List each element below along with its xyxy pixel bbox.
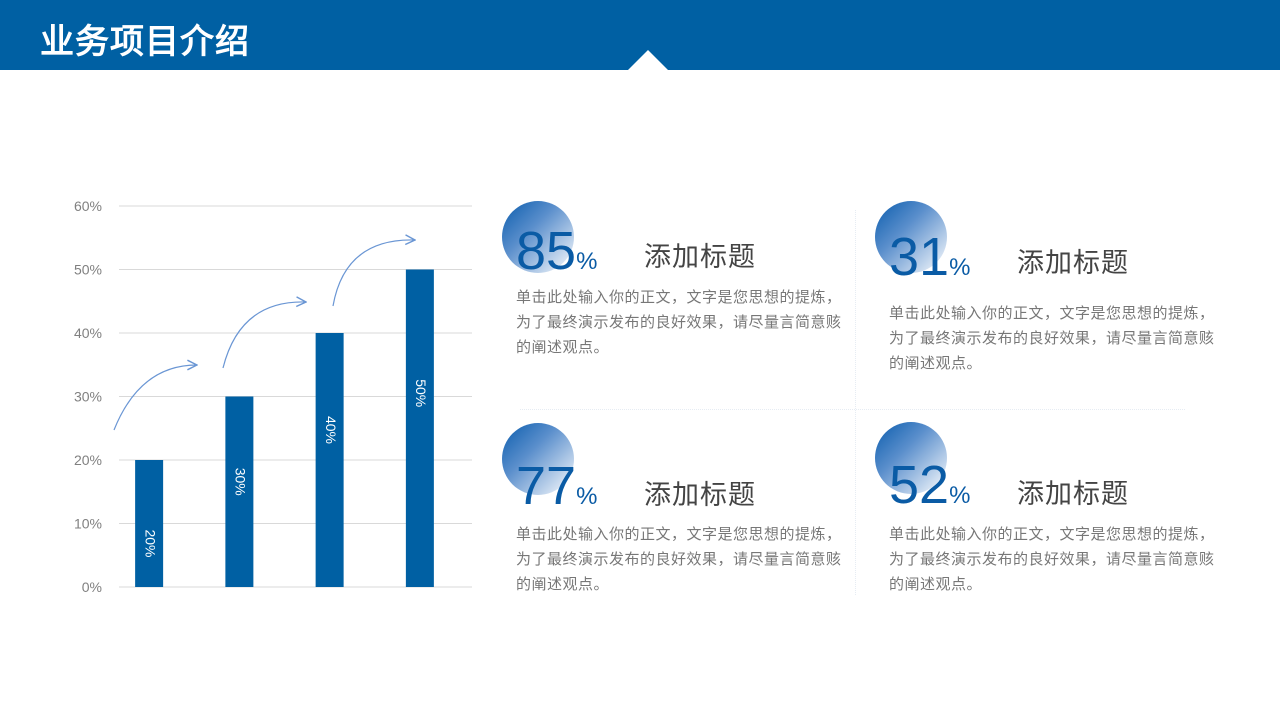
y-tick-label: 20%: [74, 452, 102, 468]
card-title: 添加标题: [1017, 479, 1129, 510]
bar-data-label: 40%: [323, 416, 339, 444]
y-tick-label: 60%: [74, 198, 102, 214]
curved-arrow-icon: [332, 240, 415, 307]
stat-card-4: 52% 添加标题 单击此处输入你的正文，文字是您思想的提炼，为了最终演示发布的良…: [875, 422, 1215, 602]
bar: [135, 460, 164, 587]
card-title: 添加标题: [1017, 248, 1129, 279]
card-text: 单击此处输入你的正文，文字是您思想的提炼，为了最终演示发布的良好效果，请尽量言简…: [516, 288, 842, 356]
bar: [405, 269, 434, 587]
gradient-circle: [502, 423, 574, 495]
header-notch: [627, 50, 669, 71]
divider-vertical: [855, 210, 856, 595]
bar-data-label: 50%: [413, 379, 429, 407]
stat-card-1: 85% 添加标题 单击此处输入你的正文，文字是您思想的提炼，为了最终演示发布的良…: [502, 201, 842, 381]
gradient-circle: [875, 201, 947, 273]
gradient-circle: [502, 201, 574, 273]
bar-data-label: 20%: [142, 529, 158, 557]
page-title: 业务项目介绍: [40, 22, 250, 62]
card-text: 单击此处输入你的正文，文字是您思想的提炼，为了最终演示发布的良好效果，请尽量言简…: [889, 525, 1215, 593]
bar: [225, 396, 254, 587]
curved-arrow-icon: [113, 365, 197, 431]
stat-number: 52%: [889, 455, 971, 515]
stat-number: 31%: [889, 227, 971, 287]
bar: [315, 333, 344, 587]
y-tick-label: 30%: [74, 389, 102, 405]
stat-number: 85%: [516, 221, 598, 281]
divider-horizontal: [520, 409, 1185, 410]
bar-chart: 0% 10% 20% 30% 40% 50% 60% 20% 30% 40% 50%: [74, 198, 472, 595]
y-tick-label: 0%: [82, 579, 102, 595]
card-text: 单击此处输入你的正文，文字是您思想的提炼，为了最终演示发布的良好效果，请尽量言简…: [889, 304, 1215, 372]
stat-card-3: 77% 添加标题 单击此处输入你的正文，文字是您思想的提炼，为了最终演示发布的良…: [502, 423, 842, 603]
y-tick-label: 50%: [74, 262, 102, 278]
y-tick-label: 10%: [74, 516, 102, 532]
gradient-circle: [875, 422, 947, 494]
bar-data-label: 30%: [233, 468, 249, 496]
stat-number: 77%: [516, 456, 598, 516]
card-title: 添加标题: [644, 480, 756, 511]
card-text: 单击此处输入你的正文，文字是您思想的提炼，为了最终演示发布的良好效果，请尽量言简…: [516, 525, 842, 593]
card-title: 添加标题: [644, 242, 756, 273]
y-tick-label: 40%: [74, 325, 102, 341]
curved-arrow-icon: [222, 302, 306, 369]
stat-card-2: 31% 添加标题 单击此处输入你的正文，文字是您思想的提炼，为了最终演示发布的良…: [875, 201, 1215, 381]
